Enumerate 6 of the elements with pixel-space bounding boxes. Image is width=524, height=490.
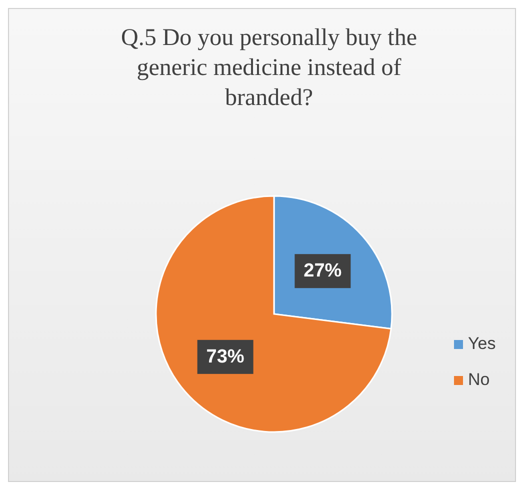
data-label: 27% — [304, 260, 342, 282]
pie-slice — [155, 195, 392, 433]
data-label: 73% — [206, 346, 244, 368]
legend-label: Yes — [468, 334, 496, 354]
chart-title: Q.5 Do you personally buy the generic medicine instead of branded? — [120, 24, 418, 113]
slice-label: No — [468, 370, 490, 390]
